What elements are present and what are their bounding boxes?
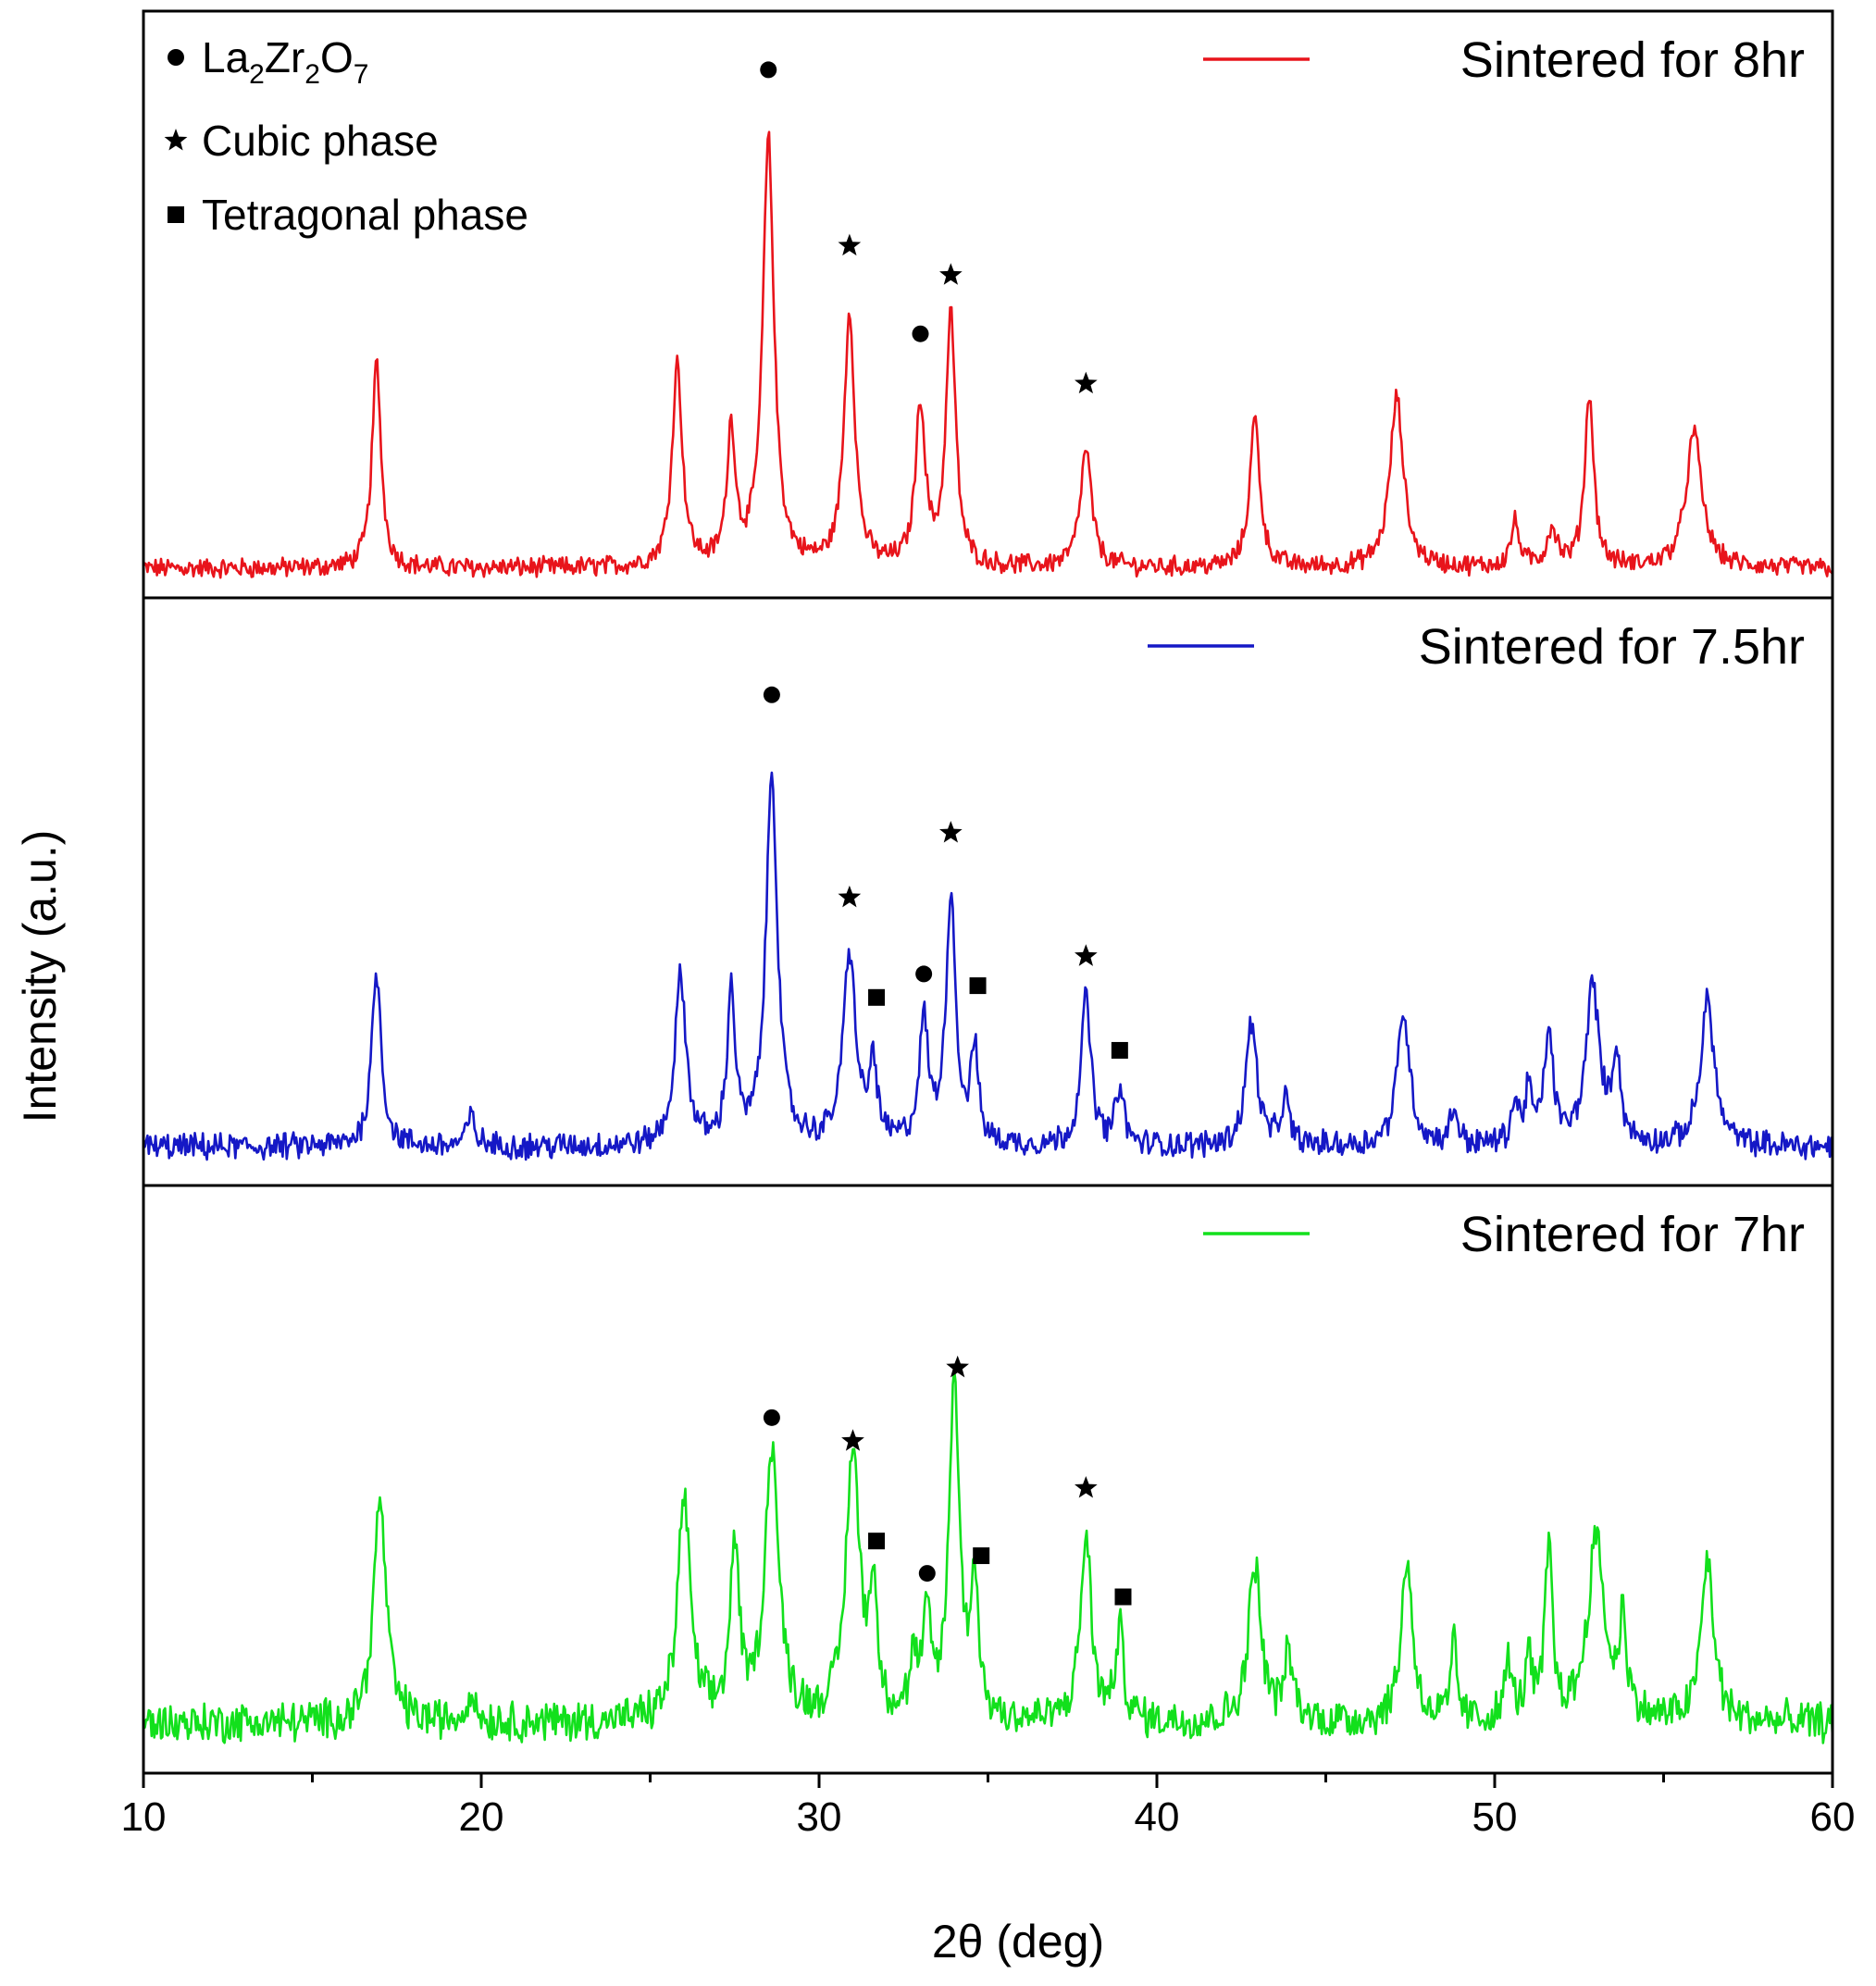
series-line-2 (142, 1369, 1834, 1744)
phase-marker-circle-0-0 (760, 61, 777, 79)
phase-marker-square-1-7 (1111, 1041, 1128, 1059)
series-panel-1: Sintered for 7.5hr (142, 596, 1834, 1187)
legend-label-2: Sintered for 7hr (1460, 1207, 1805, 1262)
x-tick-label-40: 40 (1135, 1794, 1180, 1840)
x-tick-label-10: 10 (121, 1794, 167, 1840)
legend-label-0: Sintered for 8hr (1460, 32, 1805, 88)
phase-marker-star-1-6 (1075, 944, 1098, 966)
phase-marker-circle-1-3 (915, 965, 933, 983)
phase-marker-star-2-6 (1075, 1476, 1098, 1498)
x-tick-label-20: 20 (459, 1794, 504, 1840)
phase-legend: La2Zr2O7 Cubic phase Tetragonal phase (164, 33, 528, 239)
phase-marker-circle-2-0 (763, 1409, 780, 1426)
x-axis: 10 20 30 40 50 60 (121, 1773, 1856, 1840)
legend-label-1: Sintered for 7.5hr (1419, 619, 1805, 675)
series-line-0 (142, 130, 1834, 579)
series-panel-0: Sintered for 8hr (142, 9, 1834, 600)
phase-marker-circle-1-0 (763, 686, 780, 703)
series-line-1 (142, 771, 1833, 1161)
plot-layer: Sintered for 8hr Sintered for 7.5hr Sinter… (121, 9, 1856, 1840)
x-tick-label-30: 30 (797, 1794, 842, 1840)
phase-marker-square-1-2 (868, 988, 886, 1006)
phase-marker-square-2-5 (973, 1547, 990, 1565)
panel-frame-1 (142, 596, 1834, 1187)
x-tick-label-60: 60 (1810, 1794, 1856, 1840)
phase-marker-square-2-2 (868, 1533, 886, 1550)
phase-marker-star-2-1 (841, 1429, 864, 1451)
phase-marker-star-1-4 (939, 821, 963, 843)
x-tick-label-50: 50 (1472, 1794, 1518, 1840)
phase-marker-circle-0-2 (912, 325, 929, 342)
phase-marker-square-2-7 (1114, 1588, 1132, 1606)
panel-frame-0 (142, 9, 1834, 600)
phase-marker-star-0-4 (1075, 371, 1098, 394)
phase-legend-label-square: Tetragonal phase (202, 191, 528, 239)
x-axis-title: 2θ (deg) (932, 1916, 1104, 1967)
series-panel-2: Sintered for 7hr (142, 1184, 1834, 1775)
phase-marker-star-0-1 (838, 233, 862, 256)
phase-legend-label-circle: La2Zr2O7 (202, 33, 368, 90)
phase-marker-star-1-1 (838, 885, 862, 908)
phase-marker-circle-2-3 (918, 1565, 936, 1583)
phase-legend-marker-circle (168, 49, 184, 66)
phase-marker-star-0-3 (939, 263, 963, 285)
phase-marker-star-2-4 (946, 1355, 969, 1378)
phase-legend-marker-square (168, 206, 184, 223)
phase-legend-marker-star (164, 129, 188, 151)
y-axis-title: Intensity (a.u.) (14, 830, 66, 1123)
phase-legend-label-star: Cubic phase (202, 117, 439, 165)
phase-marker-square-1-5 (969, 977, 987, 995)
